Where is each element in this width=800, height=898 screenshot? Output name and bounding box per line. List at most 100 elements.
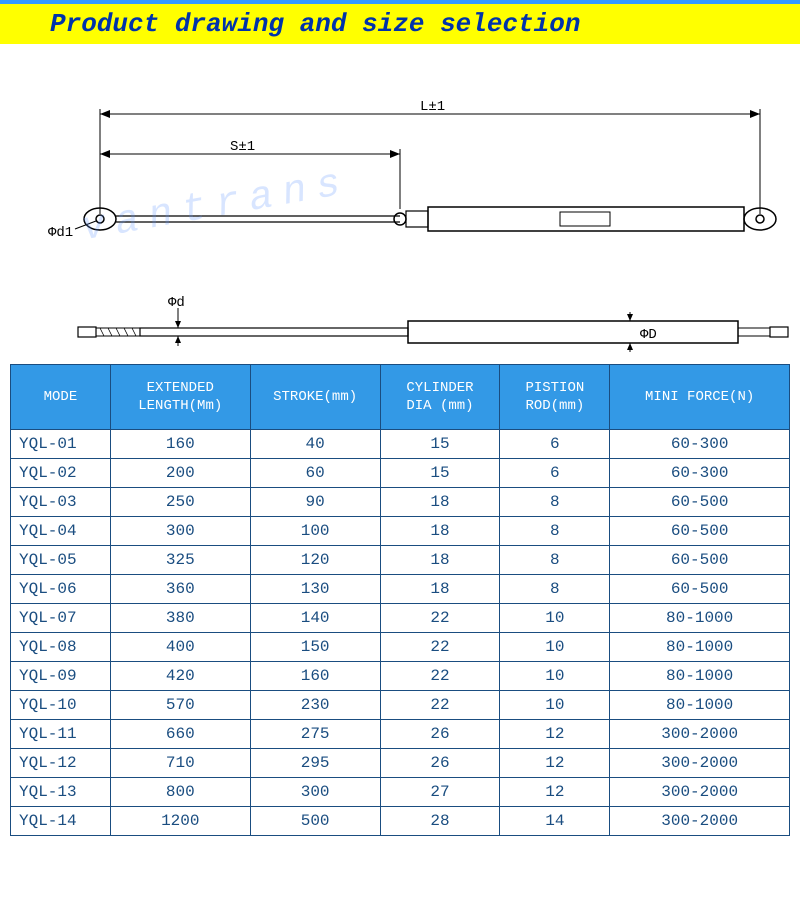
col-header: EXTENDED LENGTH(Mm) (110, 365, 250, 430)
table-cell: YQL-10 (11, 691, 111, 720)
table-cell: 380 (110, 604, 250, 633)
table-row: YQL-127102952612300-2000 (11, 749, 790, 778)
table-cell: 295 (250, 749, 380, 778)
table-row: YQL-011604015660-300 (11, 430, 790, 459)
table-cell: 160 (250, 662, 380, 691)
table-cell: 80-1000 (610, 691, 790, 720)
table-cell: YQL-07 (11, 604, 111, 633)
table-cell: 14 (500, 807, 610, 836)
table-row: YQL-10570230221080-1000 (11, 691, 790, 720)
table-cell: 230 (250, 691, 380, 720)
table-cell: 360 (110, 575, 250, 604)
table-row: YQL-022006015660-300 (11, 459, 790, 488)
title-bar: Product drawing and size selection (0, 0, 800, 44)
table-cell: YQL-05 (11, 546, 111, 575)
table-cell: 18 (380, 546, 500, 575)
table-cell: 300-2000 (610, 720, 790, 749)
table-cell: 18 (380, 575, 500, 604)
table-row: YQL-0532512018860-500 (11, 546, 790, 575)
table-cell: 300 (250, 778, 380, 807)
table-cell: 420 (110, 662, 250, 691)
table-cell: 15 (380, 459, 500, 488)
table-cell: 710 (110, 749, 250, 778)
table-row: YQL-08400150221080-1000 (11, 633, 790, 662)
table-cell: 22 (380, 633, 500, 662)
table-cell: 60-300 (610, 459, 790, 488)
table-cell: 22 (380, 604, 500, 633)
table-cell: 6 (500, 459, 610, 488)
table-cell: 60-500 (610, 546, 790, 575)
table-cell: 10 (500, 604, 610, 633)
table-cell: 60-500 (610, 517, 790, 546)
table-cell: 8 (500, 546, 610, 575)
table-cell: 60 (250, 459, 380, 488)
table-cell: YQL-14 (11, 807, 111, 836)
table-cell: YQL-06 (11, 575, 111, 604)
table-cell: 15 (380, 430, 500, 459)
table-cell: 22 (380, 691, 500, 720)
table-cell: 150 (250, 633, 380, 662)
col-header: MODE (11, 365, 111, 430)
page-title: Product drawing and size selection (50, 9, 581, 39)
table-cell: 200 (110, 459, 250, 488)
table-row: YQL-09420160221080-1000 (11, 662, 790, 691)
table-cell: 8 (500, 488, 610, 517)
table-row: YQL-07380140221080-1000 (11, 604, 790, 633)
table-cell: 12 (500, 720, 610, 749)
table-cell: 660 (110, 720, 250, 749)
table-cell: 120 (250, 546, 380, 575)
table-cell: 1200 (110, 807, 250, 836)
col-header: MINI FORCE(N) (610, 365, 790, 430)
label-L: L±1 (420, 99, 445, 115)
table-cell: 140 (250, 604, 380, 633)
table-cell: 60-500 (610, 488, 790, 517)
table-cell: 300 (110, 517, 250, 546)
label-phi-D: ΦD (640, 327, 657, 343)
table-cell: 27 (380, 778, 500, 807)
table-cell: YQL-02 (11, 459, 111, 488)
table-cell: 8 (500, 517, 610, 546)
table-cell: 60-500 (610, 575, 790, 604)
label-phi-d: Φd (168, 295, 185, 311)
table-cell: 12 (500, 749, 610, 778)
table-header-row: MODEEXTENDED LENGTH(Mm)STROKE(mm)CYLINDE… (11, 365, 790, 430)
table-cell: 28 (380, 807, 500, 836)
col-header: STROKE(mm) (250, 365, 380, 430)
table-cell: YQL-01 (11, 430, 111, 459)
table-cell: 12 (500, 778, 610, 807)
table-cell: 300-2000 (610, 807, 790, 836)
table-cell: 18 (380, 488, 500, 517)
table-cell: 40 (250, 430, 380, 459)
table-cell: YQL-12 (11, 749, 111, 778)
table-cell: YQL-04 (11, 517, 111, 546)
table-cell: 570 (110, 691, 250, 720)
col-header: CYLINDER DIA (mm) (380, 365, 500, 430)
table-row: YQL-0430010018860-500 (11, 517, 790, 546)
table-cell: 26 (380, 749, 500, 778)
table-cell: 26 (380, 720, 500, 749)
table-cell: 800 (110, 778, 250, 807)
table-cell: 10 (500, 662, 610, 691)
table-cell: YQL-11 (11, 720, 111, 749)
table-cell: YQL-09 (11, 662, 111, 691)
product-drawing: vantrans L±1 S±1 Φd1 (0, 44, 800, 364)
table-cell: 160 (110, 430, 250, 459)
spec-table: MODEEXTENDED LENGTH(Mm)STROKE(mm)CYLINDE… (10, 364, 790, 836)
table-cell: YQL-03 (11, 488, 111, 517)
table-cell: 130 (250, 575, 380, 604)
label-S: S±1 (230, 139, 255, 155)
table-cell: 100 (250, 517, 380, 546)
table-cell: 10 (500, 691, 610, 720)
table-cell: 80-1000 (610, 604, 790, 633)
table-row: YQL-0636013018860-500 (11, 575, 790, 604)
table-cell: 10 (500, 633, 610, 662)
table-cell: 400 (110, 633, 250, 662)
table-cell: 8 (500, 575, 610, 604)
table-row: YQL-1412005002814300-2000 (11, 807, 790, 836)
table-cell: 80-1000 (610, 633, 790, 662)
table-cell: 300-2000 (610, 749, 790, 778)
table-cell: 18 (380, 517, 500, 546)
table-cell: 275 (250, 720, 380, 749)
table-cell: 22 (380, 662, 500, 691)
table-cell: 6 (500, 430, 610, 459)
